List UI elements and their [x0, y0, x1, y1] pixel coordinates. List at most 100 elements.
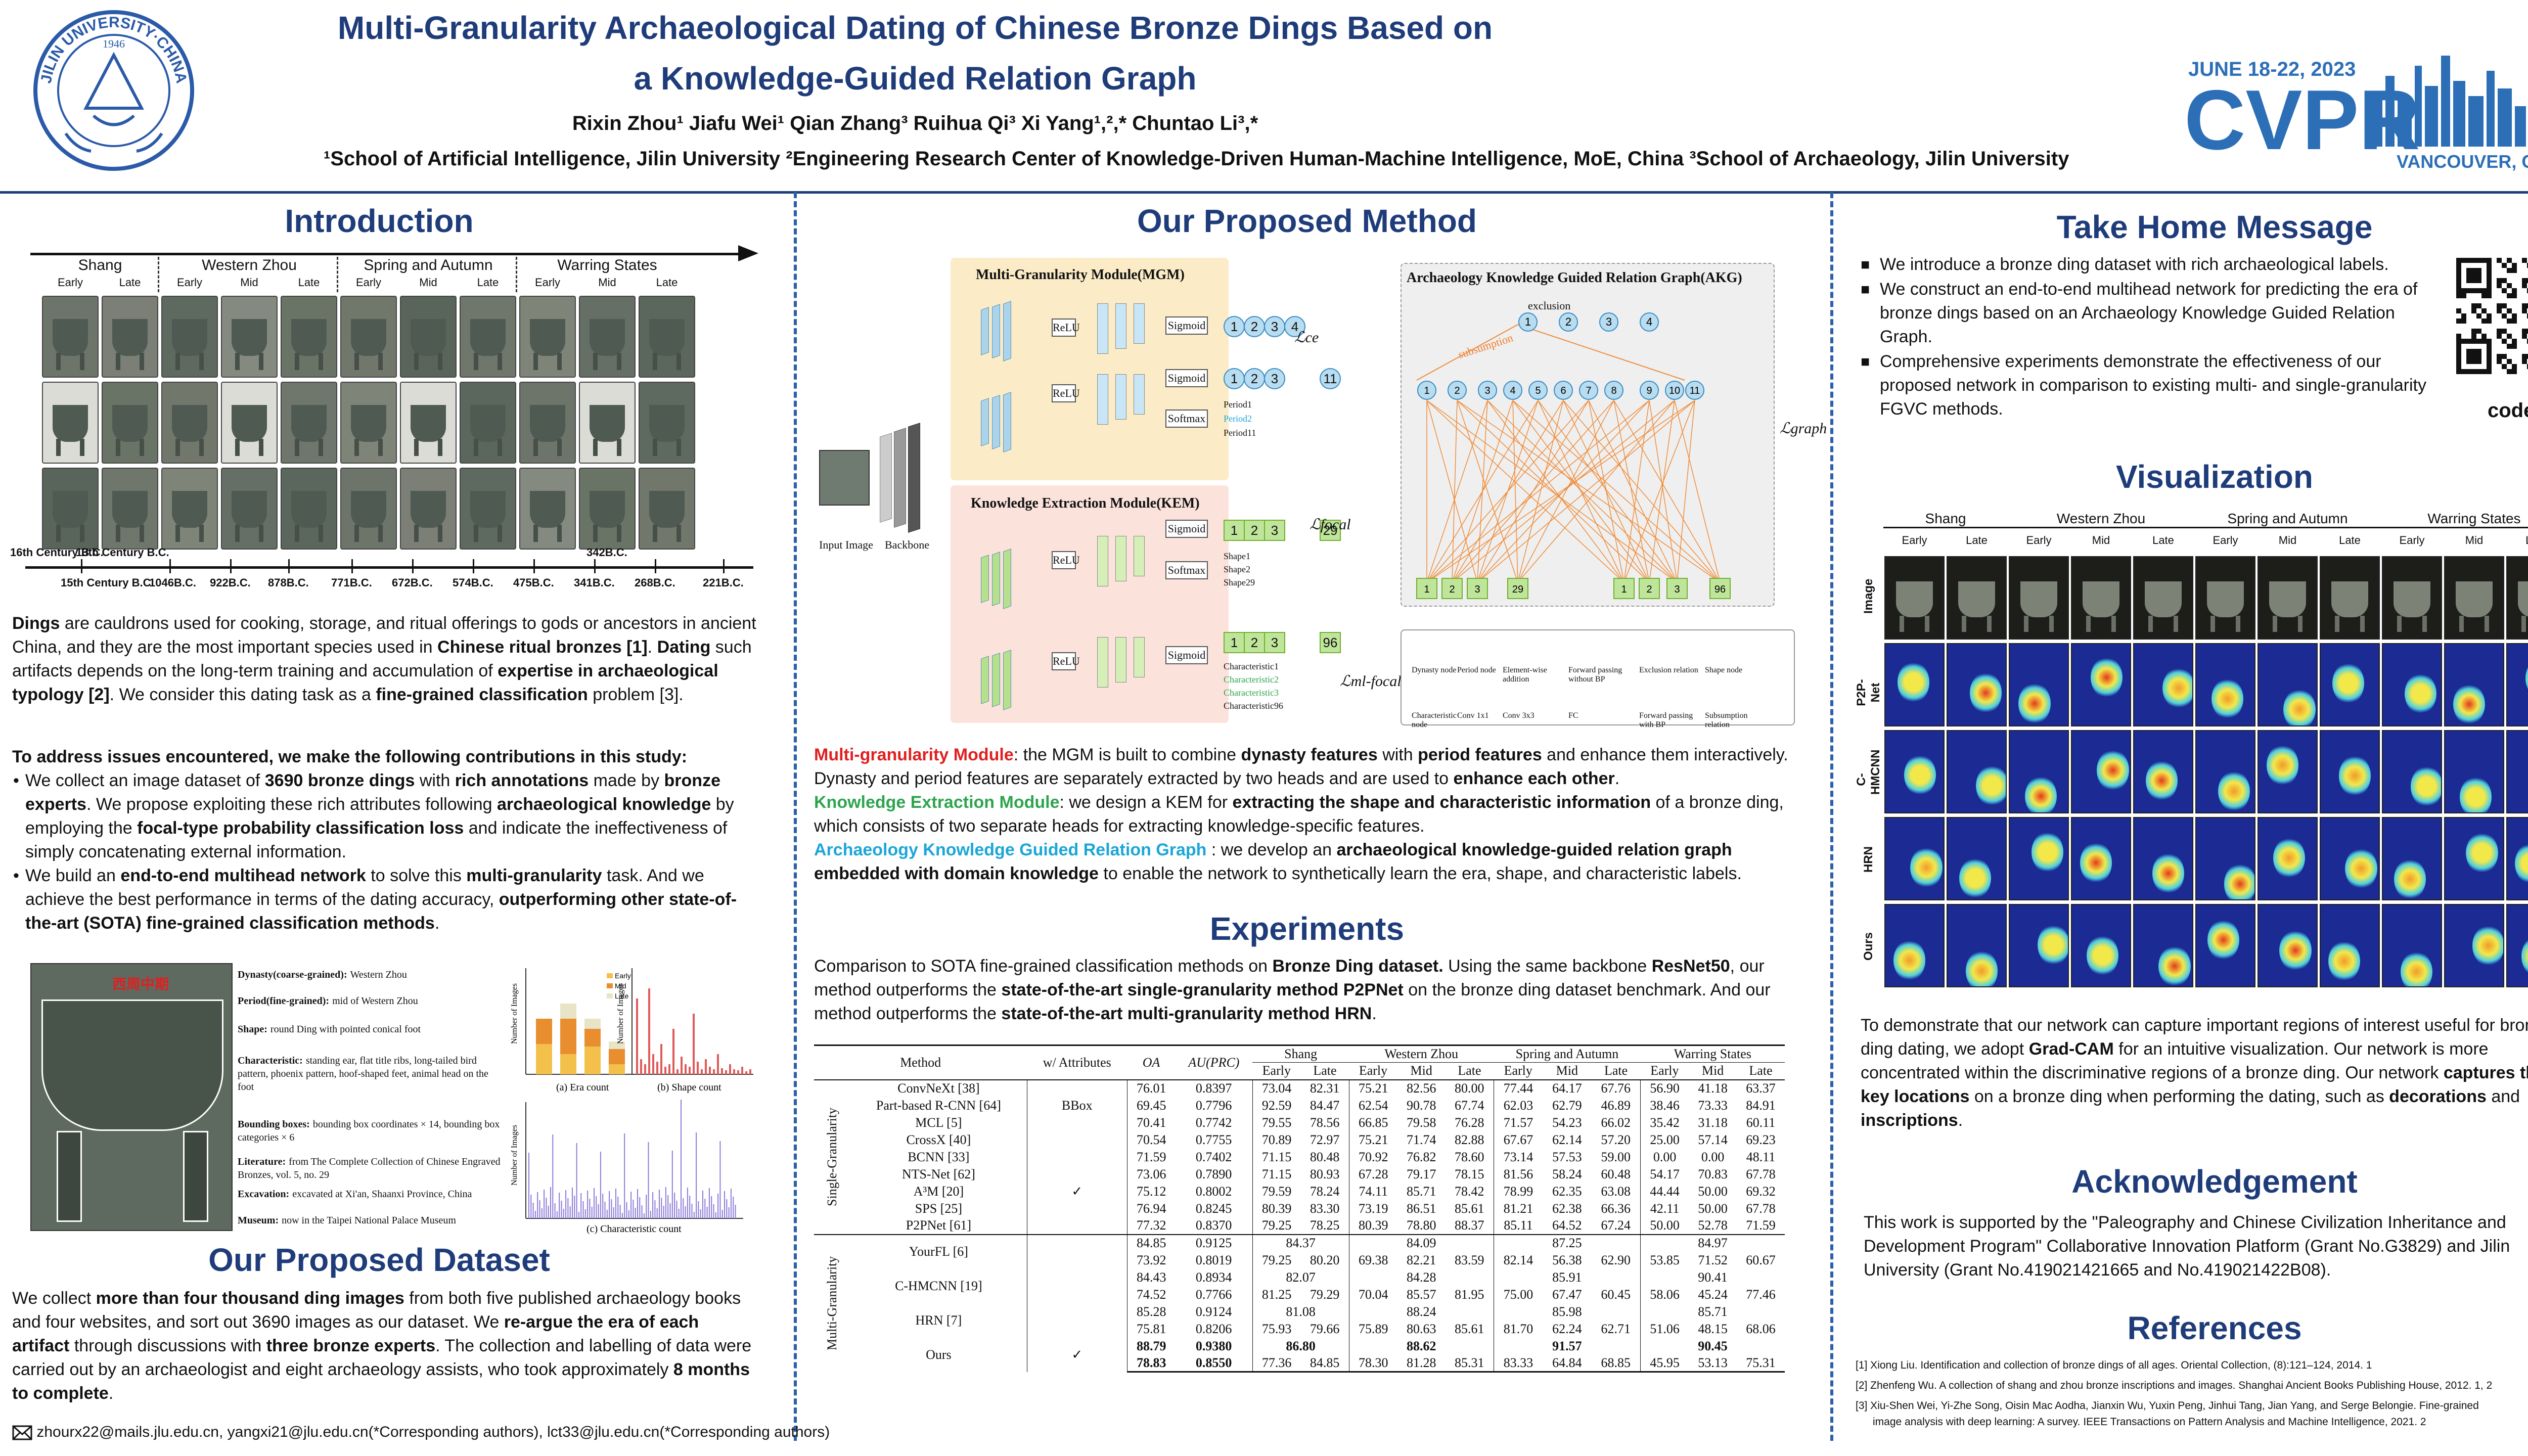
subsumption-edge — [1452, 400, 1675, 583]
gradcam-heatmap — [1947, 817, 2007, 900]
era-bar — [584, 1046, 601, 1074]
metric-cell: 59.00 — [1601, 1149, 1631, 1164]
period-timeline — [30, 253, 748, 255]
akg-node-label: 29 — [1512, 584, 1523, 595]
metric-cell: 85.57 — [1406, 1287, 1436, 1302]
subsumption-edge — [1487, 400, 1678, 583]
metric-cell: 62.90 — [1601, 1252, 1631, 1267]
ding-image — [1947, 556, 2007, 640]
loss-focal: ℒfocal — [1310, 516, 1351, 533]
attribute-cell: ✓ — [1026, 1182, 1127, 1200]
conv-block — [1003, 650, 1011, 710]
metric-cell: 64.52 — [1552, 1218, 1582, 1233]
dynasty-period-node: 3 — [1264, 368, 1285, 389]
akg-node-label: 1 — [1424, 584, 1429, 595]
viz-stage-label: Early — [2026, 534, 2052, 547]
metric-cell: 80.39 — [1348, 1217, 1397, 1235]
metric-cell: 51.06 — [1640, 1320, 1689, 1338]
shape-bar — [660, 1044, 662, 1074]
gradcam-heatmap — [2382, 904, 2442, 987]
metric-cell: 75.00 — [1493, 1286, 1543, 1303]
metric-cell: 85.71 — [1406, 1184, 1436, 1199]
loss-ce: ℒce — [1294, 329, 1319, 346]
gradcam-heatmap — [2258, 904, 2318, 987]
fc-block — [1115, 374, 1126, 420]
bronze-ding-photo — [102, 296, 158, 378]
subsumption-edge — [1426, 400, 1624, 583]
subsumption-edge — [1563, 400, 1721, 583]
bronze-ding-photo — [102, 382, 158, 464]
viz-period-label: Warring States — [2381, 511, 2528, 528]
shape-bar — [713, 1069, 715, 1074]
akg-period-node — [1448, 381, 1467, 400]
gradcam-heatmap — [2009, 817, 2069, 900]
bronze-ding-photo — [340, 382, 397, 464]
qr-code — [2456, 258, 2528, 374]
col-stage: Early — [1262, 1063, 1291, 1078]
architecture-diagram: Input Image Backbone Multi-Granularity M… — [814, 253, 1827, 729]
attribute-cell — [1026, 1234, 1127, 1269]
metric-cell: 62.71 — [1601, 1321, 1631, 1336]
metric-cell: 45.24 — [1698, 1287, 1728, 1302]
gradcam-heatmap — [2195, 904, 2255, 987]
col-stage: Early — [1359, 1063, 1388, 1078]
takehome-item: We introduce a bronze ding dataset with … — [1861, 253, 2452, 277]
metric-cell: 76.28 — [1454, 1115, 1484, 1130]
metric-cell: 79.17 — [1406, 1166, 1436, 1181]
metric-cell: 45.95 — [1640, 1354, 1689, 1373]
shape-bar — [685, 1064, 687, 1074]
metric-cell: 85.11 — [1493, 1217, 1543, 1235]
contact-line: zhourx22@mails.jlu.edu.cn, yangxi21@jlu.… — [12, 1424, 830, 1441]
era-bar — [584, 1019, 601, 1029]
metric-cell: 84.47 — [1310, 1098, 1340, 1113]
metric-cell: 53.13 — [1689, 1354, 1737, 1373]
metric-cell: 84.85 — [1127, 1234, 1176, 1252]
shape-bar — [664, 1067, 666, 1074]
akg-node-label: 4 — [1646, 315, 1652, 328]
metric-cell: 78.42 — [1454, 1184, 1484, 1199]
akg-dynasty-node — [1640, 312, 1659, 332]
akg-node-label: 96 — [1714, 584, 1726, 595]
stage-label: Late — [477, 276, 499, 289]
annotation-value: standing ear, flat title ribs, long-tail… — [238, 1055, 488, 1093]
metric-cell: 0.8206 — [1195, 1321, 1232, 1336]
ack-text: This work is supported by the "Paleograp… — [1864, 1213, 2510, 1280]
metric-cell: 46.89 — [1601, 1098, 1631, 1113]
col-stage: Mid — [1556, 1063, 1578, 1078]
col-stage: Mid — [1410, 1063, 1432, 1078]
results-table: Method w/ Attributes OA AU(PRC) Shang Western… — [814, 1044, 1785, 1373]
contact-emails: zhourx22@mails.jlu.edu.cn, yangxi21@jlu.… — [36, 1424, 830, 1440]
col-period: Spring and Autumn — [1494, 1044, 1641, 1063]
method-name: C-HMCNN [19] — [895, 1278, 982, 1293]
subsumption-edge — [1426, 400, 1695, 583]
stage-label: Mid — [419, 276, 437, 289]
metric-cell: 70.89 — [1252, 1131, 1301, 1149]
conv-block — [1003, 301, 1011, 361]
metric-cell: 84.97 — [1640, 1234, 1785, 1252]
subsumption-edge — [1426, 400, 1589, 583]
era-count-chart: (a) Era count Number of Images Early Mid Lat… — [510, 968, 637, 1093]
metric-cell: 42.11 — [1640, 1200, 1689, 1217]
subsumption-edge — [1623, 400, 1650, 583]
akg-description: Archaeology Knowledge Guided Relation Gr… — [814, 840, 1742, 883]
method-description: Multi-granularity Module: the MGM is bui… — [814, 743, 1805, 886]
annotation-row: Dynasty(coarse-grained): Western Zhou — [238, 968, 501, 981]
subsumption-edge — [1623, 400, 1695, 583]
bronze-ding-photo — [221, 296, 278, 378]
timeline-tick — [230, 559, 232, 573]
table-row: 74.52 0.7766 81.25 79.29 70.04 85.57 81.95 75.0… — [814, 1286, 1785, 1303]
shape-bar — [709, 1067, 711, 1074]
fc-block — [1097, 637, 1108, 688]
gradcam-heatmap — [1884, 643, 1945, 726]
metric-cell: 54.17 — [1640, 1165, 1689, 1183]
annotation-value: from The Complete Collection of Chinese … — [238, 1156, 501, 1180]
metric-cell: 82.21 — [1406, 1252, 1436, 1267]
metric-cell: 79.25 — [1252, 1251, 1301, 1269]
metric-cell: 66.85 — [1348, 1114, 1397, 1131]
metric-cell: 69.38 — [1348, 1251, 1397, 1269]
shape-bar — [717, 1054, 719, 1074]
metric-cell: 60.48 — [1601, 1166, 1631, 1181]
metric-cell: 0.00 — [1701, 1149, 1725, 1164]
shape-bar — [636, 998, 638, 1074]
softmax-block: Softmax — [1165, 561, 1208, 579]
